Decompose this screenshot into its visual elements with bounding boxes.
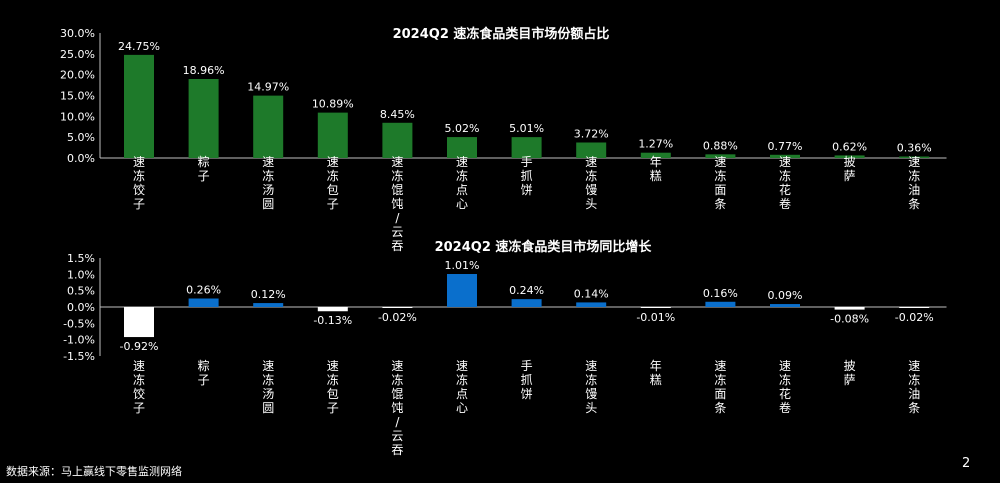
growth-y-tick-label: -1.0% bbox=[63, 334, 95, 347]
growth-bar bbox=[382, 307, 413, 308]
growth-bar bbox=[188, 298, 219, 307]
growth-data-label: -0.01% bbox=[636, 311, 675, 324]
growth-category-label: 粽子 bbox=[198, 358, 210, 387]
growth-y-tick-label: 1.5% bbox=[67, 252, 95, 265]
growth-category-label: 速冻花卷 bbox=[779, 359, 791, 415]
share-y-tick-label: 25.0% bbox=[60, 48, 95, 61]
growth-data-label: 0.12% bbox=[251, 288, 286, 301]
share-category-label: 速冻饺子 bbox=[133, 155, 145, 211]
growth-bar bbox=[253, 303, 284, 307]
share-bar bbox=[253, 95, 284, 158]
growth-category-label: 速冻面条 bbox=[714, 359, 726, 415]
share-bar bbox=[317, 112, 348, 158]
share-bar bbox=[124, 54, 154, 158]
share-data-label: 5.02% bbox=[445, 122, 480, 135]
growth-chart-title: 2024Q2 速冻食品类目市场同比增长 bbox=[435, 239, 653, 255]
growth-bar bbox=[511, 299, 542, 307]
growth-category-label: 速冻馒头 bbox=[585, 359, 597, 415]
growth-data-label: -0.02% bbox=[378, 311, 417, 324]
growth-y-tick-label: -1.5% bbox=[63, 350, 95, 363]
share-data-label: 18.96% bbox=[183, 64, 225, 77]
share-chart-title: 2024Q2 速冻食品类目市场份额占比 bbox=[393, 26, 610, 42]
share-bar bbox=[511, 137, 542, 158]
growth-bar bbox=[124, 307, 154, 338]
share-data-label: 0.62% bbox=[832, 140, 867, 153]
share-data-label: 0.77% bbox=[768, 140, 803, 153]
growth-y-tick-label: 0.5% bbox=[67, 285, 95, 298]
share-y-tick-label: 30.0% bbox=[60, 27, 95, 40]
share-category-label: 速冻馒头 bbox=[585, 155, 597, 211]
growth-data-label: 0.26% bbox=[186, 284, 221, 297]
share-y-tick-label: 15.0% bbox=[60, 90, 95, 103]
share-category-label: 粽子 bbox=[198, 154, 210, 183]
growth-bar bbox=[576, 302, 607, 307]
share-category-label: 速冻包子 bbox=[327, 155, 339, 211]
growth-bar bbox=[705, 301, 736, 307]
growth-data-label: 1.01% bbox=[445, 259, 480, 272]
page-number: 2 bbox=[962, 456, 971, 471]
growth-data-label: -0.08% bbox=[830, 313, 869, 326]
growth-bar bbox=[899, 307, 930, 308]
share-y-tick-label: 20.0% bbox=[60, 69, 95, 82]
share-data-label: 5.01% bbox=[509, 122, 544, 135]
share-bar bbox=[447, 137, 477, 158]
share-bar bbox=[382, 122, 413, 158]
share-category-label: 速冻油条 bbox=[908, 155, 920, 211]
share-bar bbox=[576, 142, 607, 158]
share-bar bbox=[770, 154, 800, 158]
growth-bar bbox=[834, 307, 865, 310]
growth-y-tick-label: 0.0% bbox=[67, 301, 95, 314]
share-data-label: 1.27% bbox=[638, 138, 673, 151]
share-data-label: 3.72% bbox=[574, 128, 609, 141]
share-data-label: 8.45% bbox=[380, 108, 415, 121]
growth-data-label: 0.24% bbox=[509, 284, 544, 297]
share-data-label: 14.97% bbox=[247, 81, 289, 94]
growth-y-tick-label: -0.5% bbox=[63, 317, 95, 330]
share-y-tick-label: 0.0% bbox=[67, 152, 95, 165]
growth-category-label: 手抓饼 bbox=[521, 359, 533, 401]
share-data-label: 24.75% bbox=[118, 40, 160, 53]
growth-data-label: 0.14% bbox=[574, 287, 609, 300]
share-data-label: 0.36% bbox=[897, 142, 932, 155]
share-category-label: 速冻汤圆 bbox=[262, 155, 274, 211]
share-y-tick-label: 5.0% bbox=[67, 131, 95, 144]
share-bar bbox=[899, 156, 930, 158]
growth-category-label: 速冻包子 bbox=[327, 359, 339, 415]
share-category-label: 速冻点心 bbox=[456, 155, 468, 211]
growth-category-label: 披萨 bbox=[844, 359, 856, 387]
share-category-label: 速冻花卷 bbox=[779, 155, 791, 211]
share-category-label: 手抓饼 bbox=[521, 155, 533, 197]
growth-data-label: -0.13% bbox=[313, 314, 352, 327]
growth-category-label: 速冻油条 bbox=[908, 359, 920, 415]
growth-category-label: 年糕 bbox=[650, 359, 662, 387]
growth-data-label: -0.02% bbox=[895, 311, 934, 324]
growth-data-label: 0.09% bbox=[768, 289, 803, 302]
growth-category-label: 速冻饺子 bbox=[133, 359, 145, 415]
growth-category-label: 速冻汤圆 bbox=[262, 359, 274, 415]
growth-category-label: 速冻馄饨/云吞 bbox=[391, 359, 403, 457]
share-data-label: 0.88% bbox=[703, 139, 738, 152]
growth-data-label: 0.16% bbox=[703, 287, 738, 300]
growth-bar bbox=[640, 307, 671, 308]
data-source-note: 数据来源：马上赢线下零售监测网络 bbox=[6, 465, 182, 478]
share-bar bbox=[640, 152, 671, 158]
growth-bar bbox=[317, 307, 348, 312]
growth-y-tick-label: 1.0% bbox=[67, 268, 95, 281]
share-category-label: 速冻面条 bbox=[714, 155, 726, 211]
share-category-label: 速冻馄饨/云吞 bbox=[391, 155, 403, 253]
growth-bar bbox=[770, 304, 800, 307]
growth-category-label: 速冻点心 bbox=[456, 359, 468, 415]
share-bar bbox=[705, 154, 736, 158]
growth-data-label: -0.92% bbox=[120, 340, 159, 353]
share-bar bbox=[834, 155, 865, 158]
share-data-label: 10.89% bbox=[312, 98, 354, 111]
share-y-tick-label: 10.0% bbox=[60, 110, 95, 123]
share-category-label: 披萨 bbox=[844, 155, 856, 183]
share-category-label: 年糕 bbox=[650, 155, 662, 183]
growth-bar bbox=[447, 274, 477, 307]
share-bar bbox=[188, 79, 219, 158]
